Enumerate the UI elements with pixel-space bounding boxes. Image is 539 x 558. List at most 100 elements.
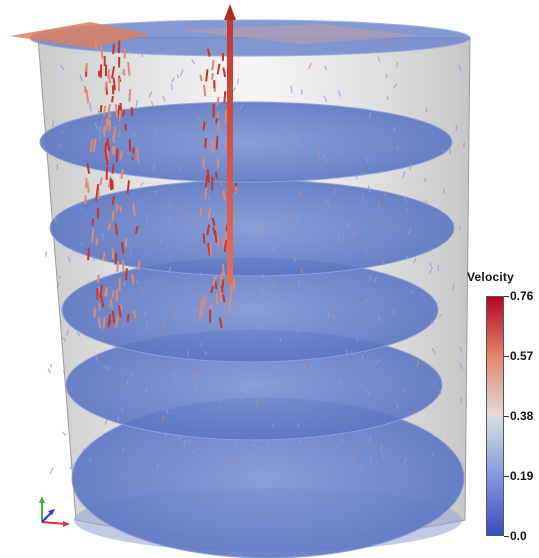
velocity-streak	[107, 222, 112, 231]
colorbar-tick-label: 0.38	[510, 409, 534, 423]
velocity-glyph	[121, 71, 125, 76]
velocity-streak	[103, 286, 108, 297]
velocity-streak	[215, 136, 219, 150]
velocity-glyph	[176, 434, 180, 440]
velocity-glyph	[69, 464, 74, 470]
velocity-streak	[116, 261, 120, 273]
velocity-streak	[128, 89, 132, 102]
velocity-glyph	[459, 346, 463, 352]
velocity-glyph	[377, 56, 381, 62]
velocity-glyph	[403, 195, 408, 203]
velocity-streak	[211, 139, 214, 153]
velocity-glyph	[101, 233, 104, 241]
velocity-glyph	[257, 324, 260, 331]
velocity-glyph	[92, 255, 95, 261]
velocity-streak	[115, 148, 119, 163]
velocity-glyph	[162, 95, 166, 102]
velocity-glyph	[194, 385, 198, 392]
velocity-glyph	[377, 314, 381, 322]
velocity-streak	[111, 164, 115, 174]
velocity-streak	[102, 252, 106, 261]
velocity-glyph	[296, 423, 300, 428]
colorbar	[486, 296, 504, 536]
velocity-glyph	[375, 358, 380, 365]
velocity-glyph	[285, 302, 290, 310]
velocity-glyph	[255, 398, 259, 406]
velocity-streak	[107, 313, 112, 326]
colorbar-tick-mark	[504, 355, 509, 357]
velocity-streak	[131, 273, 135, 285]
velocity-glyph	[122, 322, 126, 327]
velocity-glyph	[392, 126, 396, 133]
velocity-glyph	[176, 74, 180, 79]
velocity-glyph	[441, 147, 445, 153]
velocity-glyph	[352, 231, 356, 236]
velocity-glyph	[272, 282, 277, 289]
velocity-streak	[216, 63, 221, 75]
velocity-streak	[218, 317, 223, 329]
velocity-glyph	[430, 320, 435, 325]
velocity-glyph	[438, 390, 442, 395]
velocity-streak	[200, 300, 204, 315]
velocity-streak	[84, 63, 89, 72]
velocity-glyph	[57, 143, 62, 148]
velocity-streak	[127, 61, 131, 76]
velocity-glyph	[156, 462, 160, 470]
velocity-glyph	[60, 64, 65, 71]
velocity-streak	[134, 225, 139, 234]
velocity-streak	[111, 311, 116, 324]
velocity-streak	[222, 67, 227, 78]
velocity-glyph	[100, 118, 105, 124]
velocity-streak	[92, 138, 97, 153]
velocity-glyph	[232, 87, 236, 92]
velocity-glyph	[62, 431, 66, 436]
velocity-glyph	[150, 100, 154, 107]
velocity-streak	[102, 105, 107, 117]
velocity-streak	[111, 210, 115, 221]
velocity-glyph	[245, 392, 248, 397]
velocity-glyph	[106, 365, 110, 371]
velocity-streak	[91, 228, 95, 243]
velocity-streak	[219, 287, 223, 301]
velocity-streak	[107, 104, 111, 111]
velocity-glyph	[187, 438, 191, 443]
velocity-glyph	[261, 285, 264, 292]
velocity-glyph	[369, 456, 372, 462]
velocity-glyph	[442, 188, 446, 194]
velocity-glyph	[346, 223, 349, 228]
velocity-glyph	[228, 459, 232, 464]
velocity-streak	[234, 186, 238, 194]
velocity-glyph	[236, 301, 240, 306]
velocity-streak	[97, 317, 102, 329]
velocity-streak	[206, 224, 211, 236]
velocity-glyph	[386, 96, 389, 101]
velocity-streak	[202, 121, 206, 131]
velocity-glyph	[280, 127, 285, 132]
velocity-streak	[112, 145, 116, 154]
velocity-streak	[120, 168, 124, 180]
velocity-streak	[91, 218, 95, 226]
velocity-glyph	[52, 120, 54, 127]
velocity-glyph	[62, 336, 67, 342]
velocity-streak	[214, 229, 218, 243]
velocity-streak	[99, 177, 103, 186]
velocity-glyph	[110, 112, 113, 117]
velocity-streak	[107, 69, 111, 79]
velocity-glyph	[296, 139, 299, 146]
velocity-glyph	[424, 201, 427, 205]
velocity-glyph	[79, 74, 83, 82]
velocity-glyph	[231, 465, 235, 472]
velocity-streak	[99, 284, 104, 298]
velocity-glyph	[194, 370, 198, 376]
velocity-glyph	[66, 329, 70, 336]
velocity-glyph	[121, 407, 124, 412]
top-surface	[10, 19, 471, 57]
velocity-glyph	[405, 255, 409, 260]
velocity-streak	[132, 203, 136, 217]
velocity-glyph	[452, 283, 455, 291]
velocity-glyph	[391, 310, 395, 315]
velocity-glyph	[377, 170, 381, 175]
velocity-streak	[130, 107, 134, 117]
